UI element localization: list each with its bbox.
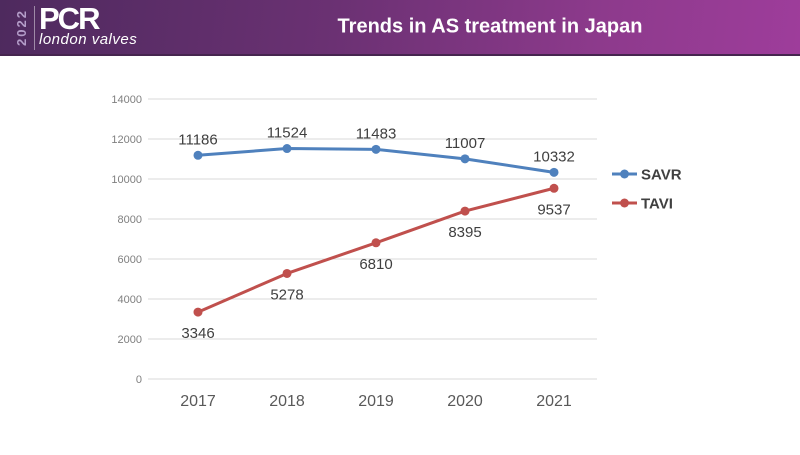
legend-marker-savr	[620, 169, 629, 179]
legend-marker-tavi	[620, 198, 629, 208]
logo-brand: PCR	[39, 1, 100, 36]
data-point-tavi	[282, 268, 292, 278]
data-point-savr	[549, 167, 559, 177]
slide-title: Trends in AS treatment in Japan	[337, 15, 643, 38]
data-point-savr	[371, 144, 381, 154]
data-label-tavi: 3346	[181, 325, 214, 342]
data-label-tavi: 6810	[359, 256, 392, 273]
y-tick-label: 14000	[111, 94, 142, 106]
data-point-tavi	[460, 206, 470, 216]
pcr-logo: 2022 PCR london valves	[14, 1, 138, 52]
data-label-savr: 11483	[356, 125, 397, 142]
x-axis-label: 2017	[180, 393, 216, 410]
y-tick-label: 8000	[118, 214, 142, 226]
y-tick-label: 12000	[111, 134, 142, 146]
data-point-tavi	[371, 238, 381, 248]
x-axis-label: 2018	[269, 393, 305, 410]
data-point-savr	[282, 144, 292, 154]
series-line-tavi	[196, 186, 556, 314]
data-label-tavi: 5278	[270, 286, 303, 303]
logo-main: PCR london valves	[39, 1, 138, 52]
y-tick-label: 2000	[118, 334, 142, 346]
y-tick-label: 4000	[118, 294, 142, 306]
data-label-savr: 11186	[178, 131, 218, 148]
logo-year-text: 2022	[14, 9, 29, 47]
logo-divider	[34, 6, 35, 50]
data-label-tavi: 8395	[448, 224, 481, 241]
data-point-tavi	[193, 307, 203, 317]
data-label-tavi: 9537	[537, 201, 570, 218]
y-tick-label: 6000	[118, 254, 142, 266]
data-label-savr: 11007	[445, 135, 486, 152]
data-point-savr	[460, 154, 470, 164]
data-label-savr: 11524	[267, 125, 308, 142]
x-axis-label: 2020	[447, 393, 483, 410]
header: 2022 PCR london valves Trends in AS trea…	[0, 0, 800, 56]
data-point-savr	[193, 150, 203, 160]
x-axis-label: 2021	[536, 393, 572, 410]
x-axis-label: 2019	[358, 393, 394, 410]
y-tick-label: 10000	[111, 174, 142, 186]
data-point-tavi	[549, 183, 559, 193]
legend-label-tavi: TAVI	[641, 196, 673, 213]
legend-label-savr: SAVR	[641, 167, 682, 184]
data-label-savr: 10332	[533, 148, 575, 165]
y-tick-label: 0	[136, 374, 142, 386]
logo-subtitle: london valves	[39, 31, 138, 49]
